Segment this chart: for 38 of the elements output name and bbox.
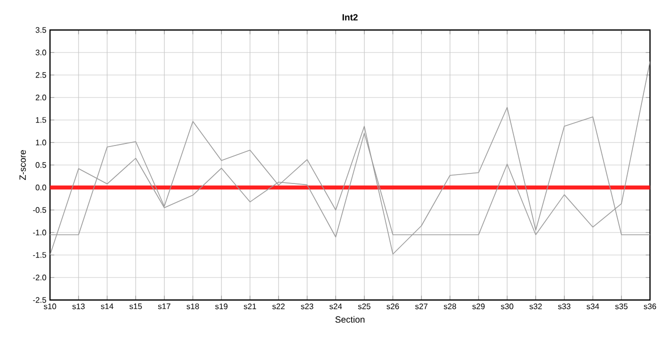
y-tick-label: 0.0 [36,184,46,190]
x-tick-label: s30 [500,304,514,310]
x-tick-label: s13 [72,304,85,310]
x-tick-label: s36 [644,304,656,310]
x-tick-label: s18 [186,304,199,310]
x-tick-label: s19 [215,304,228,310]
y-tick-label: 0.5 [36,162,46,168]
y-axis-title: Z-score [20,150,26,180]
x-tick-label: s32 [529,304,542,310]
y-tick-label: 3.0 [36,50,46,56]
x-tick-label: s21 [244,304,256,310]
y-tick-label: 2.0 [36,94,46,100]
x-tick-label: s26 [386,304,399,310]
x-tick-label: s28 [444,304,456,310]
x-tick-label: s15 [129,304,142,310]
y-tick-label: 1.0 [36,140,46,146]
x-tick-label: s25 [358,304,370,310]
x-tick-label: s17 [158,304,170,310]
y-tick-label: -2.0 [33,274,46,280]
y-tick-label: -1.5 [33,252,46,258]
y-tick-label: 2.5 [36,72,46,78]
y-tick-label: 3.5 [36,27,46,33]
x-tick-label: s34 [586,304,600,310]
x-tick-label: s10 [44,304,56,310]
x-tick-label: s27 [415,304,428,310]
x-tick-label: s23 [300,304,314,310]
y-tick-label: -2.5 [33,297,46,303]
x-tick-label: s29 [472,304,485,310]
chart-title: Int2 [342,14,358,20]
x-tick-label: s35 [615,304,628,310]
y-tick-label: -1.0 [33,230,46,236]
x-tick-label: s24 [329,304,342,310]
x-tick-label: s33 [558,304,570,310]
y-tick-label: -0.5 [33,207,46,213]
x-axis-title: Section [335,316,364,323]
x-tick-label: s14 [100,304,114,310]
y-tick-label: 1.5 [36,117,46,123]
x-tick-label: s22 [272,304,285,310]
